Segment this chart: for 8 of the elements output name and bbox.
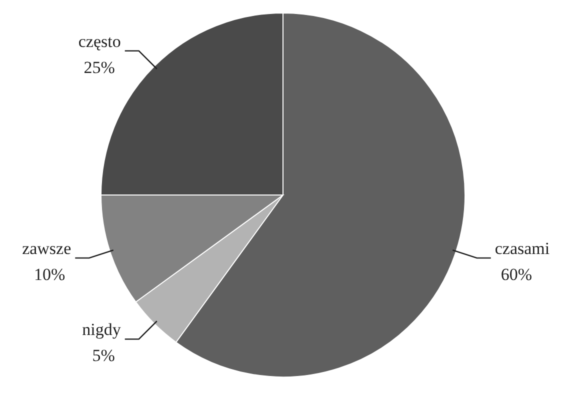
slice-label: nigdy (82, 320, 122, 340)
data-label: 25% (84, 58, 115, 77)
slice-label: czasami (494, 238, 550, 258)
slice-label: często (78, 32, 121, 51)
data-label: 5% (92, 346, 115, 366)
data-label: 10% (34, 264, 66, 284)
slice-label: zawsze (22, 238, 72, 258)
data-label: 60% (500, 264, 532, 284)
